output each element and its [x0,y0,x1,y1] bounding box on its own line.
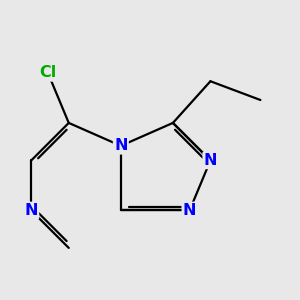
Text: N: N [25,203,38,218]
Text: Cl: Cl [39,65,56,80]
Text: N: N [114,138,128,153]
Text: N: N [183,203,196,218]
Text: N: N [204,153,217,168]
